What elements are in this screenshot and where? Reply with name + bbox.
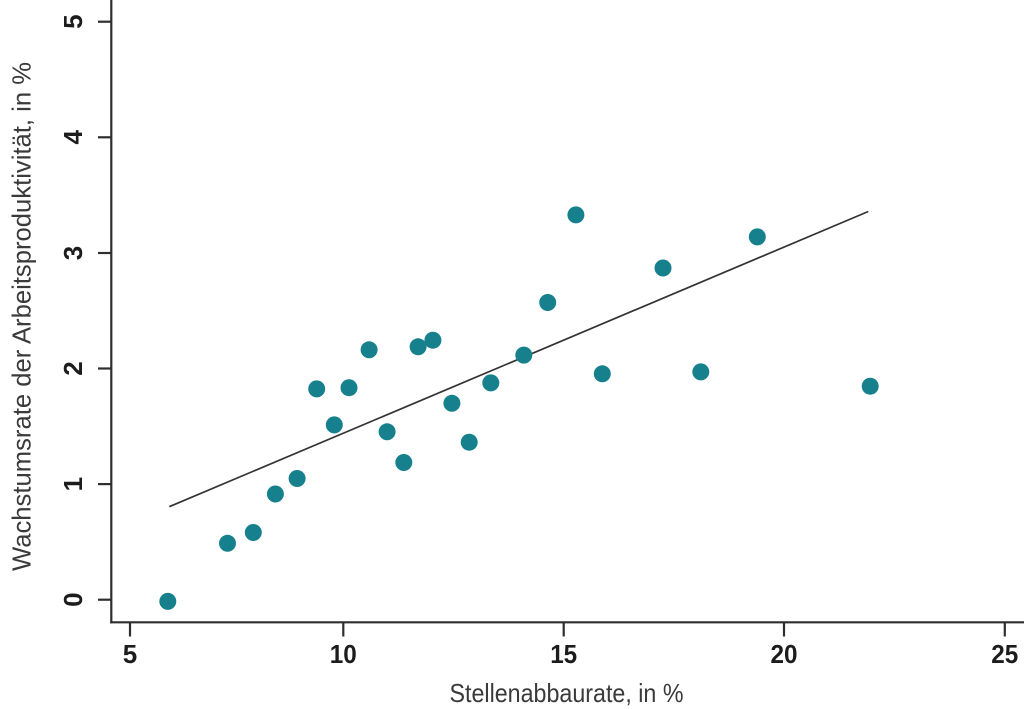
svg-text:3: 3: [58, 246, 88, 260]
svg-text:2: 2: [58, 361, 88, 375]
svg-text:20: 20: [771, 639, 798, 669]
svg-text:5: 5: [123, 639, 137, 669]
svg-text:10: 10: [330, 639, 357, 669]
svg-text:Stellenabbaurate, in %: Stellenabbaurate, in %: [450, 678, 684, 708]
svg-text:Wachstumsrate der Arbeitsprodu: Wachstumsrate der Arbeitsproduktivität, …: [7, 62, 37, 571]
svg-text:4: 4: [58, 130, 88, 145]
svg-text:0: 0: [58, 592, 88, 606]
svg-text:5: 5: [58, 14, 88, 28]
svg-text:15: 15: [550, 639, 577, 669]
svg-text:1: 1: [58, 477, 88, 491]
svg-text:25: 25: [991, 639, 1018, 669]
